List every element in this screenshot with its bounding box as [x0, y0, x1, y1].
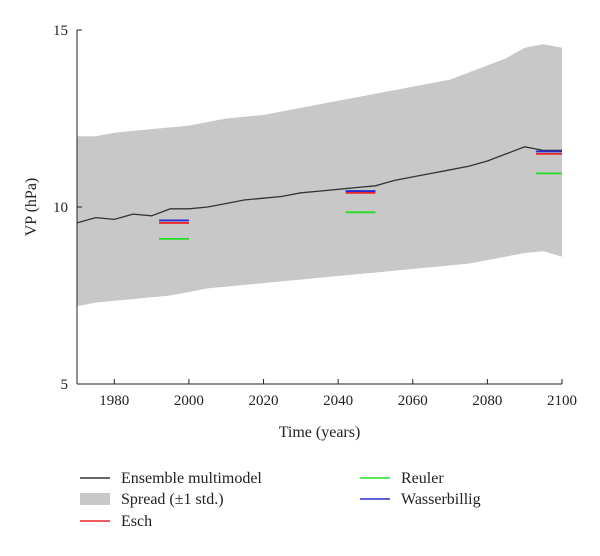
- x-tick-label: 2080: [472, 393, 502, 409]
- x-axis-label: Time (years): [279, 424, 361, 441]
- legend-item-ensemble: Ensemble multimodel: [80, 470, 262, 487]
- y-tick-label: 10: [53, 200, 68, 216]
- plot-area: [76, 44, 562, 307]
- x-tick-label: 2000: [174, 393, 204, 409]
- legend-label-wasserbillig: Wasserbillig: [401, 491, 481, 508]
- legend-label-spread: Spread (±1 std.): [121, 491, 224, 508]
- legend-item-esch: Esch: [80, 513, 152, 530]
- spread-band: [77, 44, 562, 307]
- x-tick-label: 2060: [398, 393, 428, 409]
- y-tick-label: 15: [53, 23, 68, 39]
- x-tick-label: 2100: [547, 393, 577, 409]
- legend-item-spread: Spread (±1 std.): [80, 491, 224, 508]
- x-tick-label: 1980: [99, 393, 129, 409]
- legend-item-reuler: Reuler: [360, 470, 444, 487]
- ensemble-multimodel-line: [76, 146, 562, 224]
- legend-label-ensemble: Ensemble multimodel: [121, 470, 262, 487]
- y-tick-label: 5: [61, 377, 69, 393]
- legend-item-wasserbillig: Wasserbillig: [360, 491, 481, 508]
- legend-label-esch: Esch: [121, 513, 152, 530]
- ticks: 1980 2000 2020 2040 2060 2080 2100 5 10 15: [53, 23, 577, 409]
- legend-swatch-spread: [80, 493, 110, 505]
- legend-label-reuler: Reuler: [401, 470, 444, 487]
- y-axis-label: VP (hPa): [23, 178, 40, 237]
- x-tick-label: 2040: [323, 393, 353, 409]
- legend: Ensemble multimodel Spread (±1 std.) Esch R…: [80, 470, 481, 530]
- x-tick-label: 2020: [249, 393, 279, 409]
